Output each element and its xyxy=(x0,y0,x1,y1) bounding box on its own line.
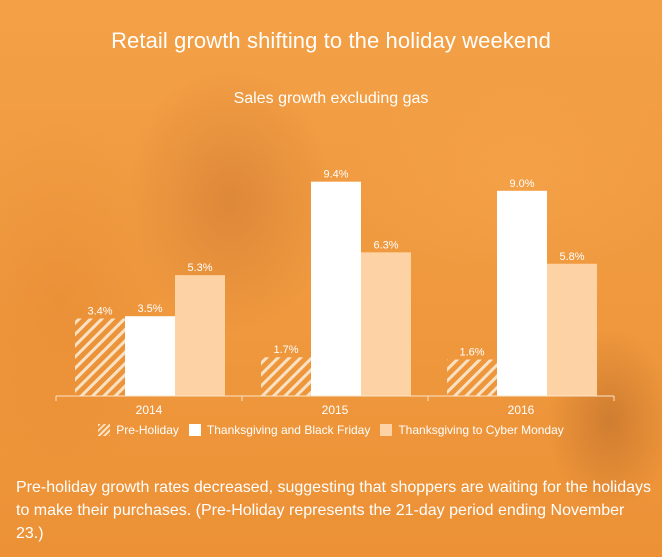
bar-thanksgiving-cyber-monday-2016 xyxy=(547,263,597,396)
data-label-pre-holiday-2015: 1.7% xyxy=(273,344,298,356)
legend-label-thanksgiving-black-friday: Thanksgiving and Black Friday xyxy=(206,423,371,437)
legend-swatch-pre-holiday xyxy=(98,424,111,436)
legend-label-pre-holiday: Pre-Holiday xyxy=(116,423,179,437)
bar-thanksgiving-black-friday-2015 xyxy=(311,181,361,396)
x-axis: 2014 2015 2016 xyxy=(55,395,615,417)
bars-layer: 3.4% 3.5% 5.3% 1.7% 9.4% 6.3% 1.6% 9.0% 5.8% xyxy=(75,169,597,396)
chart-legend: Pre-Holiday Thanksgiving and Black Frida… xyxy=(0,423,662,437)
bar-pre-holiday-2014 xyxy=(75,318,125,396)
legend-swatch-thanksgiving-black-friday xyxy=(188,424,201,436)
bar-chart: 3.4% 3.5% 5.3% 1.7% 9.4% 6.3% 1.6% 9.0% 5.8% 201… xyxy=(55,169,615,417)
legend-item-thanksgiving-cyber-monday: Thanksgiving to Cyber Monday xyxy=(380,423,564,437)
legend-item-thanksgiving-black-friday: Thanksgiving and Black Friday xyxy=(188,423,371,437)
legend-swatch-thanksgiving-cyber-monday xyxy=(380,424,393,436)
data-label-pre-holiday-2014: 3.4% xyxy=(87,305,112,317)
data-label-pre-holiday-2016: 1.6% xyxy=(459,347,484,359)
data-label-thanksgiving-cyber-monday-2014: 5.3% xyxy=(187,262,212,274)
x-tick-label-2014: 2014 xyxy=(136,403,163,417)
bar-thanksgiving-black-friday-2014 xyxy=(125,316,175,396)
legend-item-pre-holiday: Pre-Holiday xyxy=(98,423,179,437)
x-tick-label-2015: 2015 xyxy=(322,403,349,417)
bar-pre-holiday-2016 xyxy=(447,359,497,396)
data-label-thanksgiving-cyber-monday-2016: 5.8% xyxy=(559,251,584,263)
data-label-thanksgiving-black-friday-2016: 9.0% xyxy=(509,178,534,190)
legend-label-thanksgiving-cyber-monday: Thanksgiving to Cyber Monday xyxy=(398,423,564,437)
bar-thanksgiving-black-friday-2016 xyxy=(497,190,547,396)
data-label-thanksgiving-cyber-monday-2015: 6.3% xyxy=(373,239,398,251)
bar-thanksgiving-cyber-monday-2014 xyxy=(175,275,225,396)
data-label-thanksgiving-black-friday-2015: 9.4% xyxy=(323,169,348,181)
bar-pre-holiday-2015 xyxy=(261,357,311,396)
chart-subtitle: Sales growth excluding gas xyxy=(233,90,429,107)
chart-caption: Pre-holiday growth rates decreased, sugg… xyxy=(16,479,652,542)
bar-thanksgiving-cyber-monday-2015 xyxy=(361,252,411,396)
x-tick-label-2016: 2016 xyxy=(508,403,535,417)
data-label-thanksgiving-black-friday-2014: 3.5% xyxy=(137,303,162,315)
chart-title: Retail growth shifting to the holiday we… xyxy=(111,28,551,53)
